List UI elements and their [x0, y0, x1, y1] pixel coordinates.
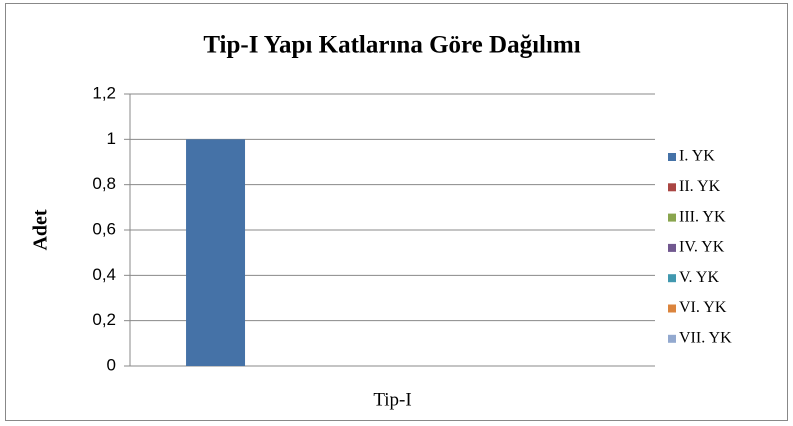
legend-swatch — [668, 334, 676, 343]
legend-swatch — [668, 213, 676, 222]
legend-label: IV. YK — [679, 239, 725, 256]
legend-label: III. YK — [679, 208, 726, 225]
legend-label: VII. YK — [679, 329, 732, 346]
y-tick-label: 1 — [107, 129, 116, 148]
legend-label: I. YK — [679, 148, 715, 165]
legend-swatch — [668, 183, 676, 192]
chart-title: Tip-I Yapı Katlarına Göre Dağılımı — [203, 32, 580, 59]
chart-border — [5, 3, 788, 421]
legend-label: II. YK — [679, 178, 721, 195]
y-tick-label: 0,2 — [92, 310, 116, 329]
legend-swatch — [668, 243, 676, 252]
legend-label: V. YK — [679, 269, 719, 286]
bar — [186, 139, 246, 366]
legend-swatch — [668, 153, 676, 161]
legend-swatch — [668, 274, 676, 283]
y-tick-label: 0 — [107, 355, 116, 374]
y-tick-label: 1,2 — [92, 83, 116, 102]
y-tick-label: 0,6 — [92, 219, 116, 238]
legend-label: VI. YK — [679, 299, 727, 316]
legend-swatch — [668, 304, 676, 313]
x-tick-label: Tip-I — [373, 389, 411, 410]
y-axis-label: Adet — [30, 209, 52, 250]
y-tick-label: 0,4 — [92, 265, 116, 284]
y-tick-label: 0,8 — [92, 174, 116, 193]
